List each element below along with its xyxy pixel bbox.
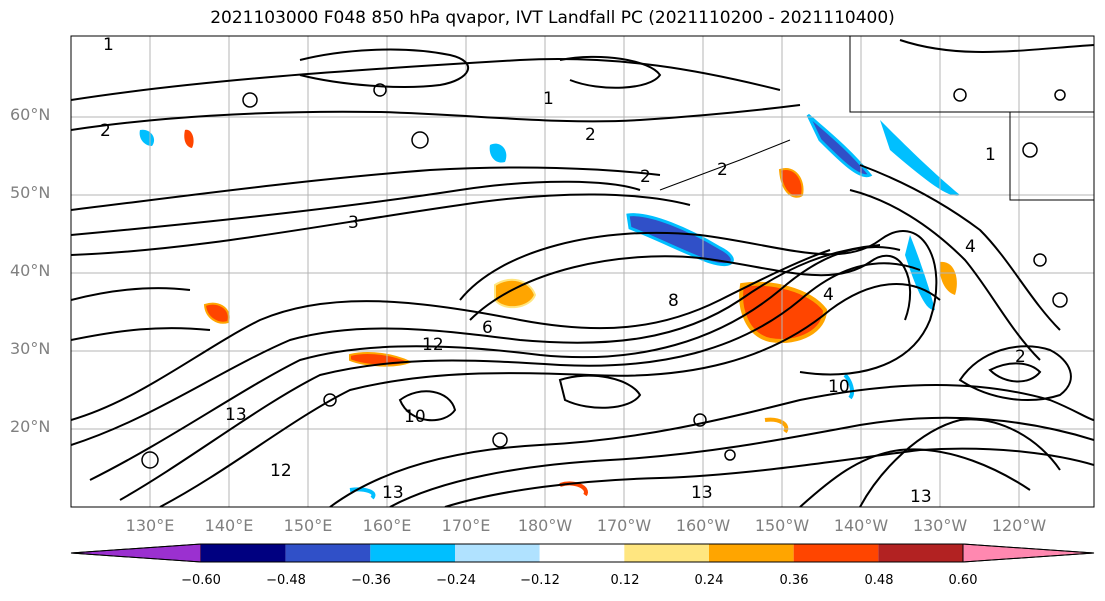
- lat-label: 60°N: [10, 105, 51, 124]
- lon-label: 130°W: [912, 516, 968, 535]
- lon-label: 150°E: [283, 516, 333, 535]
- colorbar-segment: [455, 544, 540, 562]
- lon-label: 140°E: [204, 516, 254, 535]
- lat-label: 40°N: [10, 261, 51, 280]
- contour-label: 10: [404, 407, 426, 427]
- colorbar-tick-label: −0.36: [351, 573, 391, 588]
- colorbar: [70, 543, 1095, 563]
- contour-label: 13: [382, 483, 404, 503]
- lon-label: 140°W: [833, 516, 889, 535]
- lon-label: 130°E: [125, 516, 175, 535]
- contour-label: 8: [668, 291, 679, 311]
- contour-label: 1: [103, 35, 114, 55]
- contour-label: 13: [910, 487, 932, 507]
- contour-label: 2: [1015, 347, 1026, 367]
- contour-label: 2: [717, 160, 728, 180]
- lon-label: 170°E: [441, 516, 491, 535]
- colorbar-tick-label: −0.24: [436, 573, 476, 588]
- colorbar-tick-label: 0.12: [610, 573, 640, 588]
- lon-label: 160°E: [362, 516, 412, 535]
- contour-label: 13: [225, 405, 247, 425]
- contour-label: 12: [422, 335, 444, 355]
- colorbar-outline: [70, 543, 1095, 563]
- contour-label: 2: [640, 167, 651, 187]
- colorbar-segment: [793, 544, 879, 562]
- contour-label: 3: [348, 213, 359, 233]
- lon-label: 170°W: [596, 516, 652, 535]
- contour-label: 6: [482, 318, 493, 338]
- colorbar-segment: [624, 544, 709, 562]
- contour-label: 10: [828, 377, 850, 397]
- colorbar-tick-label: 0.60: [948, 573, 978, 588]
- colorbar-segment: [285, 544, 371, 562]
- page-title: 2021103000 F048 850 hPa qvapor, IVT Land…: [210, 8, 895, 28]
- contour-label: 1: [985, 145, 996, 165]
- contour-label: 2: [100, 121, 111, 141]
- colorbar-extend-high: [962, 543, 1095, 563]
- lon-label: 120°W: [991, 516, 1047, 535]
- contour-label: 12: [270, 461, 292, 481]
- contour-label: 13: [691, 483, 713, 503]
- map-frame: [70, 35, 1095, 508]
- lat-label: 50°N: [10, 183, 51, 202]
- colorbar-tick-label: 0.48: [864, 573, 894, 588]
- coastlines: [659, 36, 1094, 201]
- contour-label-group: 1 1 2 2 2 2 3 4 6 8 10 10 12 12 13 13 13…: [100, 35, 1026, 507]
- colorbar-tick-label: −0.12: [520, 573, 560, 588]
- colorbar-segment: [370, 544, 455, 562]
- colorbar-tick-label: 0.24: [694, 573, 724, 588]
- lat-label: 20°N: [10, 417, 51, 436]
- lat-label: 30°N: [10, 339, 51, 358]
- colorbar-segment: [878, 544, 963, 562]
- lon-label: 150°W: [754, 516, 810, 535]
- moisture-anomaly-fill: [139, 113, 960, 500]
- minor-contours: [141, 83, 1068, 469]
- colorbar-tick-label: −0.60: [181, 573, 221, 588]
- contour-label: 4: [965, 237, 976, 257]
- contour-label: 4: [823, 285, 834, 305]
- lon-label: 180°W: [517, 516, 573, 535]
- lon-label: 160°W: [675, 516, 731, 535]
- colorbar-segment: [709, 544, 794, 562]
- colorbar-extend-low: [70, 543, 202, 563]
- colorbar-segment: [201, 544, 286, 562]
- contour-label: 1: [543, 89, 554, 109]
- contour-label: 2: [585, 125, 596, 145]
- colorbar-tick-label: −0.48: [266, 573, 306, 588]
- ivt-contours: [71, 39, 1094, 507]
- colorbar-segment: [539, 544, 625, 562]
- colorbar-tick-label: 0.36: [779, 573, 809, 588]
